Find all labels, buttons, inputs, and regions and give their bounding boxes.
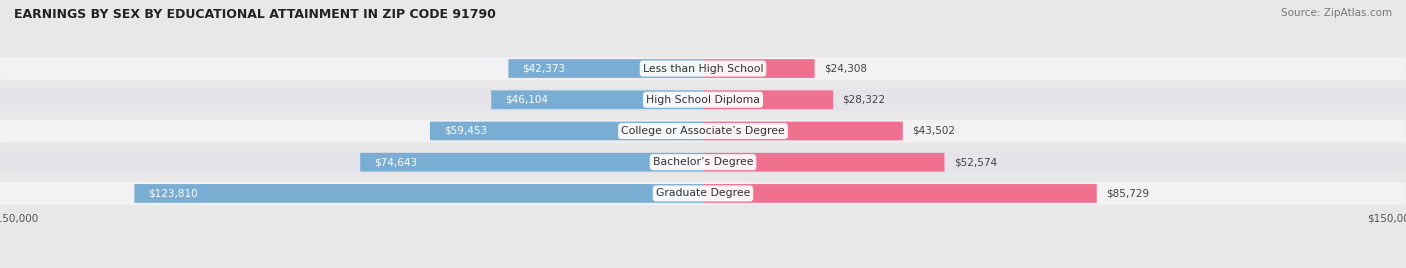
Text: $52,574: $52,574 <box>953 157 997 167</box>
Text: $85,729: $85,729 <box>1107 188 1149 198</box>
FancyBboxPatch shape <box>0 57 1406 80</box>
Text: Less than High School: Less than High School <box>643 64 763 73</box>
FancyBboxPatch shape <box>509 59 703 78</box>
Text: High School Diploma: High School Diploma <box>647 95 759 105</box>
Text: $123,810: $123,810 <box>148 188 198 198</box>
Text: $74,643: $74,643 <box>374 157 418 167</box>
FancyBboxPatch shape <box>360 153 703 172</box>
FancyBboxPatch shape <box>135 184 703 203</box>
FancyBboxPatch shape <box>703 153 945 172</box>
FancyBboxPatch shape <box>491 90 703 109</box>
FancyBboxPatch shape <box>703 90 834 109</box>
FancyBboxPatch shape <box>430 122 703 140</box>
Text: $43,502: $43,502 <box>912 126 955 136</box>
Text: Graduate Degree: Graduate Degree <box>655 188 751 198</box>
Text: Source: ZipAtlas.com: Source: ZipAtlas.com <box>1281 8 1392 18</box>
Text: $59,453: $59,453 <box>444 126 486 136</box>
Text: College or Associate’s Degree: College or Associate’s Degree <box>621 126 785 136</box>
FancyBboxPatch shape <box>703 122 903 140</box>
Text: $46,104: $46,104 <box>505 95 548 105</box>
Text: Bachelor’s Degree: Bachelor’s Degree <box>652 157 754 167</box>
FancyBboxPatch shape <box>0 151 1406 173</box>
Text: $42,373: $42,373 <box>522 64 565 73</box>
Text: EARNINGS BY SEX BY EDUCATIONAL ATTAINMENT IN ZIP CODE 91790: EARNINGS BY SEX BY EDUCATIONAL ATTAINMEN… <box>14 8 496 21</box>
Text: $28,322: $28,322 <box>842 95 886 105</box>
FancyBboxPatch shape <box>703 59 814 78</box>
FancyBboxPatch shape <box>703 184 1097 203</box>
FancyBboxPatch shape <box>0 182 1406 205</box>
FancyBboxPatch shape <box>0 120 1406 142</box>
Text: $24,308: $24,308 <box>824 64 868 73</box>
FancyBboxPatch shape <box>0 88 1406 111</box>
